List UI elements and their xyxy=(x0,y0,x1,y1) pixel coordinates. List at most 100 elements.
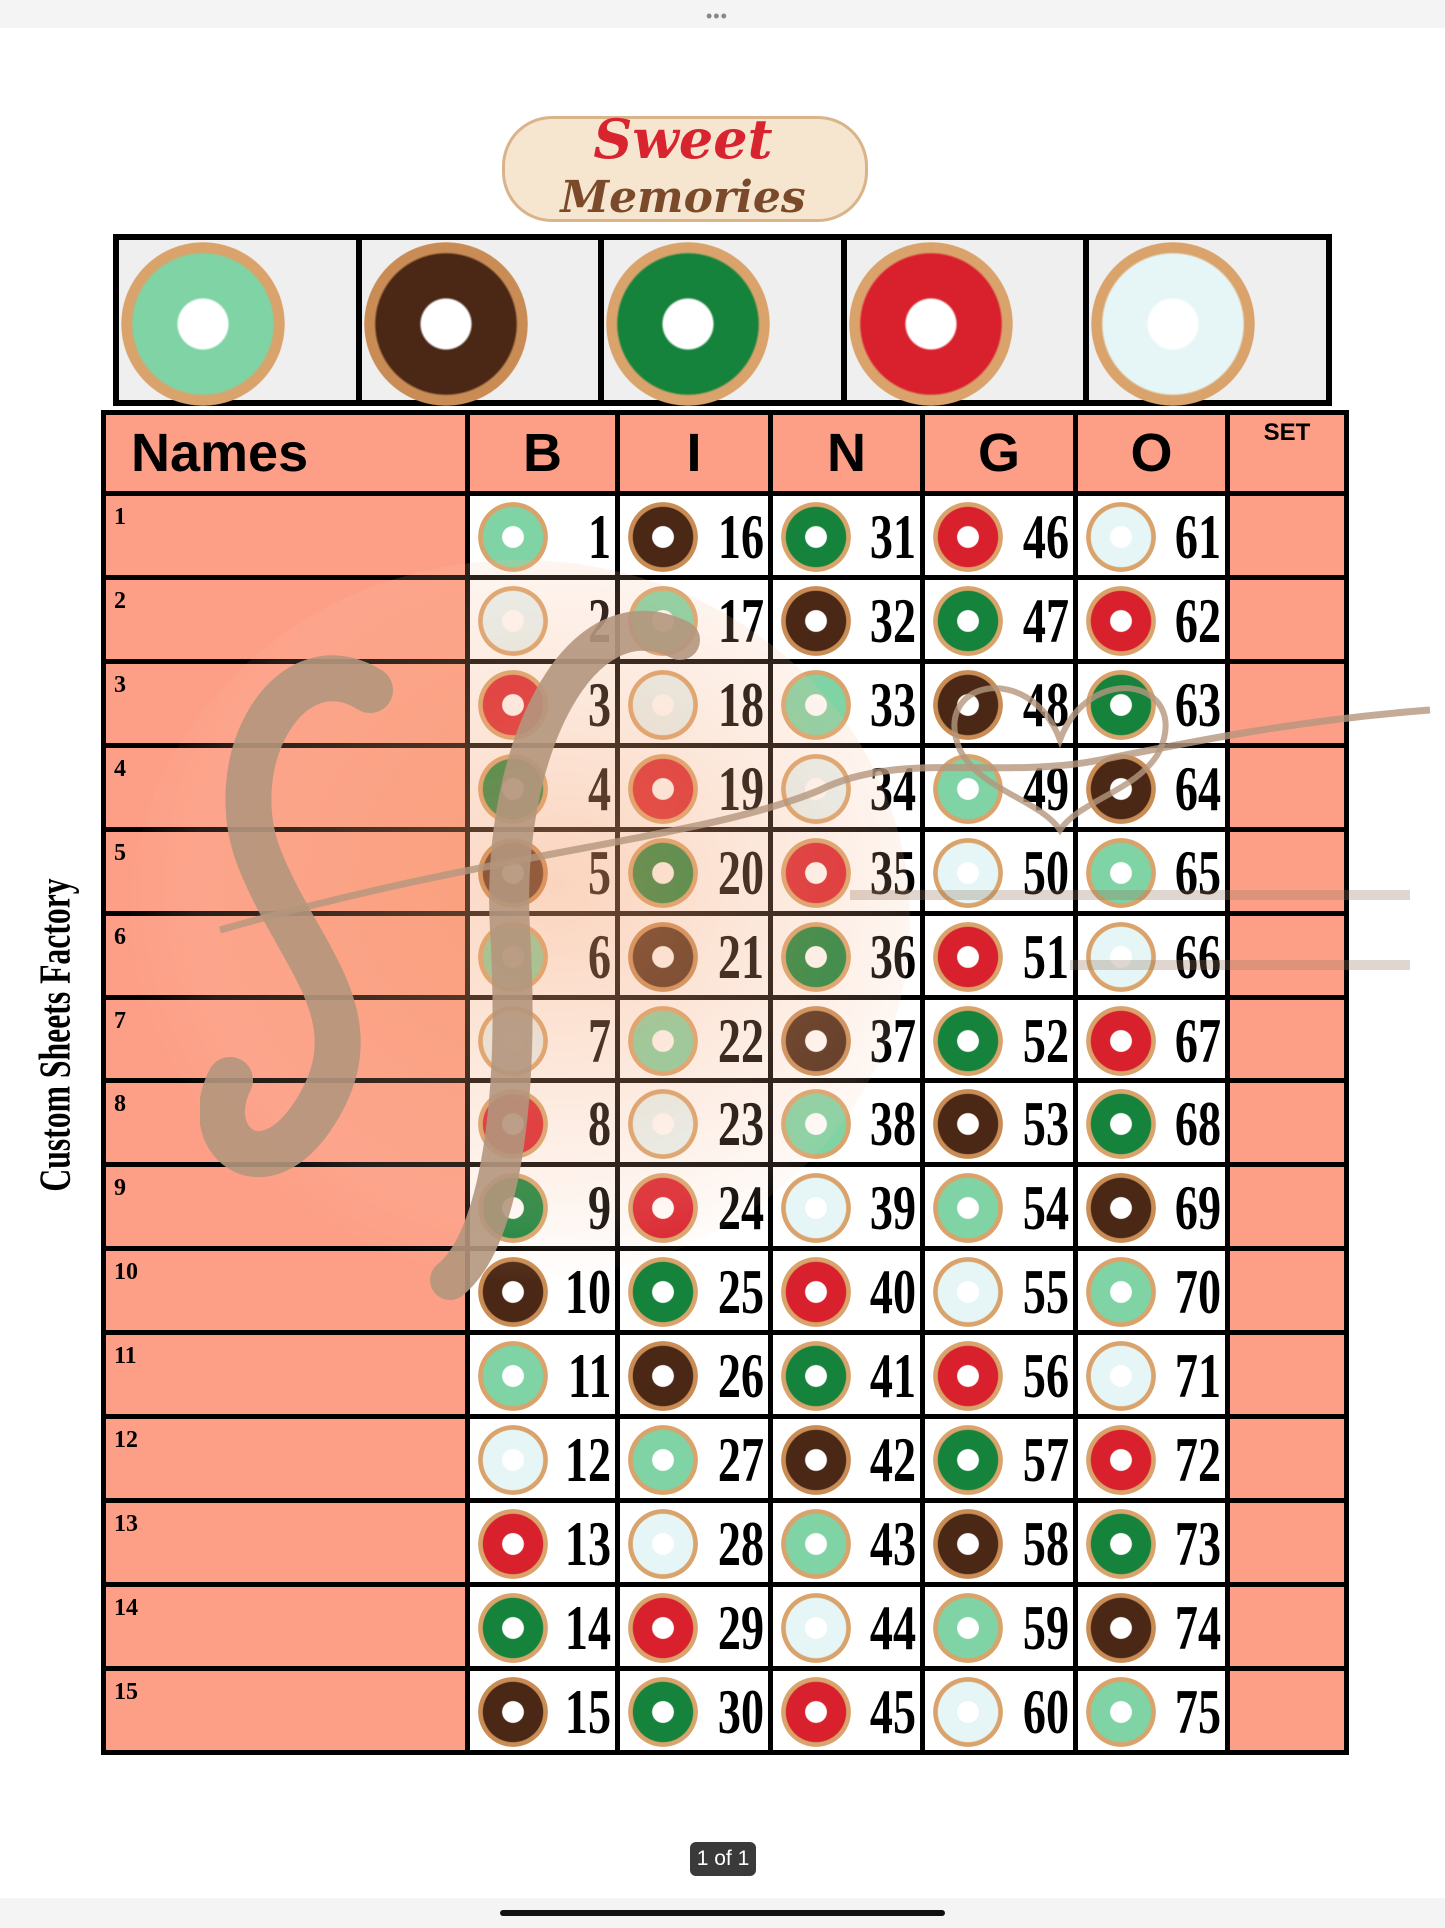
bingo-number: 70 xyxy=(1174,1256,1221,1328)
bingo-number: 12 xyxy=(564,1424,611,1496)
name-entry[interactable]: 4 xyxy=(101,742,470,832)
name-entry[interactable]: 3 xyxy=(101,658,470,748)
name-entry[interactable]: 9 xyxy=(101,1162,470,1252)
set-cell[interactable] xyxy=(1225,1414,1349,1504)
white-donut-icon xyxy=(628,1089,698,1160)
table-row: 13 13 28 43 58 73 xyxy=(101,1498,1349,1587)
mint-donut-icon xyxy=(121,242,285,406)
name-entry[interactable]: 1 xyxy=(101,491,470,580)
logo-line2: Memories xyxy=(560,172,806,223)
table-row: 7 7 22 37 52 67 xyxy=(101,994,1349,1084)
bingo-cell: 9 xyxy=(465,1162,620,1252)
darkgreen-donut-icon xyxy=(628,1676,698,1747)
bingo-number: 22 xyxy=(717,1004,764,1076)
bingo-number: 54 xyxy=(1022,1172,1069,1244)
home-indicator[interactable] xyxy=(500,1910,945,1916)
set-cell[interactable] xyxy=(1225,658,1349,748)
red-donut-icon xyxy=(478,1509,548,1580)
set-cell[interactable] xyxy=(1225,910,1349,1000)
header-donut-box xyxy=(598,234,847,406)
bingo-cell: 38 xyxy=(768,1078,925,1168)
header-donut-row xyxy=(113,234,1332,406)
bingo-cell: 75 xyxy=(1073,1665,1230,1756)
bingo-number: 67 xyxy=(1174,1004,1221,1076)
bingo-cell: 54 xyxy=(920,1162,1078,1252)
name-entry[interactable]: 11 xyxy=(101,1330,470,1420)
set-cell[interactable] xyxy=(1225,1162,1349,1252)
name-entry[interactable]: 6 xyxy=(101,910,470,1000)
bingo-cell: 28 xyxy=(615,1498,773,1587)
name-entry[interactable]: 8 xyxy=(101,1078,470,1168)
more-dots-icon[interactable]: ••• xyxy=(706,6,728,26)
set-cell[interactable] xyxy=(1225,1665,1349,1756)
darkgreen-donut-icon xyxy=(1086,669,1156,740)
bingo-cell: 58 xyxy=(920,1498,1078,1587)
white-donut-icon xyxy=(1091,242,1256,406)
set-cell[interactable] xyxy=(1225,491,1349,580)
bingo-number: 69 xyxy=(1174,1172,1221,1244)
mint-donut-icon xyxy=(933,1592,1003,1663)
viewer-top-bar: ••• xyxy=(0,0,1445,28)
bingo-cell: 42 xyxy=(768,1414,925,1504)
bingo-number: 20 xyxy=(717,836,764,908)
bingo-cell: 27 xyxy=(615,1414,773,1504)
names-header: Names xyxy=(101,410,470,496)
header-donut-box xyxy=(1083,234,1332,406)
bingo-number: 60 xyxy=(1022,1675,1069,1747)
bingo-cell: 25 xyxy=(615,1246,773,1336)
bingo-cell: 52 xyxy=(920,994,1078,1084)
bingo-cell: 31 xyxy=(768,491,925,580)
bingo-number: 33 xyxy=(869,668,916,740)
red-donut-icon xyxy=(933,502,1003,572)
name-entry[interactable]: 10 xyxy=(101,1246,470,1336)
mint-donut-icon xyxy=(781,669,851,740)
bingo-number: 17 xyxy=(717,584,764,656)
bingo-cell: 47 xyxy=(920,574,1078,664)
darkgreen-donut-icon xyxy=(781,1341,851,1412)
name-entry[interactable]: 13 xyxy=(101,1498,470,1587)
red-donut-icon xyxy=(628,753,698,824)
bingo-number: 40 xyxy=(869,1256,916,1328)
brown-donut-icon xyxy=(478,837,548,908)
name-entry[interactable]: 2 xyxy=(101,574,470,664)
bingo-cell: 13 xyxy=(465,1498,620,1587)
darkgreen-donut-icon xyxy=(478,1592,548,1663)
name-entry[interactable]: 15 xyxy=(101,1665,470,1756)
set-header: SET xyxy=(1225,410,1349,496)
set-cell[interactable] xyxy=(1225,1078,1349,1168)
bingo-number: 38 xyxy=(869,1088,916,1160)
name-entry[interactable]: 12 xyxy=(101,1414,470,1504)
red-donut-icon xyxy=(933,921,1003,992)
mint-donut-icon xyxy=(1086,1257,1156,1328)
set-cell[interactable] xyxy=(1225,742,1349,832)
darkgreen-donut-icon xyxy=(933,585,1003,656)
brown-donut-icon xyxy=(1086,1173,1156,1244)
brown-donut-icon xyxy=(478,1676,548,1747)
name-entry[interactable]: 7 xyxy=(101,994,470,1084)
name-entry[interactable]: 14 xyxy=(101,1581,470,1671)
set-cell[interactable] xyxy=(1225,994,1349,1084)
logo-plate xyxy=(502,116,868,222)
set-cell[interactable] xyxy=(1225,1581,1349,1671)
set-cell[interactable] xyxy=(1225,1498,1349,1587)
bingo-number: 65 xyxy=(1174,836,1221,908)
darkgreen-donut-icon xyxy=(1086,1089,1156,1160)
table-row: 5 5 20 35 50 65 xyxy=(101,826,1349,916)
set-cell[interactable] xyxy=(1225,574,1349,664)
name-entry[interactable]: 5 xyxy=(101,826,470,916)
bingo-number: 30 xyxy=(717,1675,764,1747)
set-cell[interactable] xyxy=(1225,1330,1349,1420)
bingo-number: 6 xyxy=(587,920,611,992)
brown-donut-icon xyxy=(933,1509,1003,1580)
bingo-number: 44 xyxy=(869,1591,916,1663)
mint-donut-icon xyxy=(1086,1676,1156,1747)
set-cell[interactable] xyxy=(1225,1246,1349,1336)
bingo-number: 4 xyxy=(587,752,611,824)
mint-donut-icon xyxy=(478,1341,548,1412)
letter-g: G xyxy=(920,410,1078,496)
bingo-cell: 26 xyxy=(615,1330,773,1420)
set-cell[interactable] xyxy=(1225,826,1349,916)
bingo-cell: 65 xyxy=(1073,826,1230,916)
bingo-cell: 59 xyxy=(920,1581,1078,1671)
brown-donut-icon xyxy=(1086,753,1156,824)
